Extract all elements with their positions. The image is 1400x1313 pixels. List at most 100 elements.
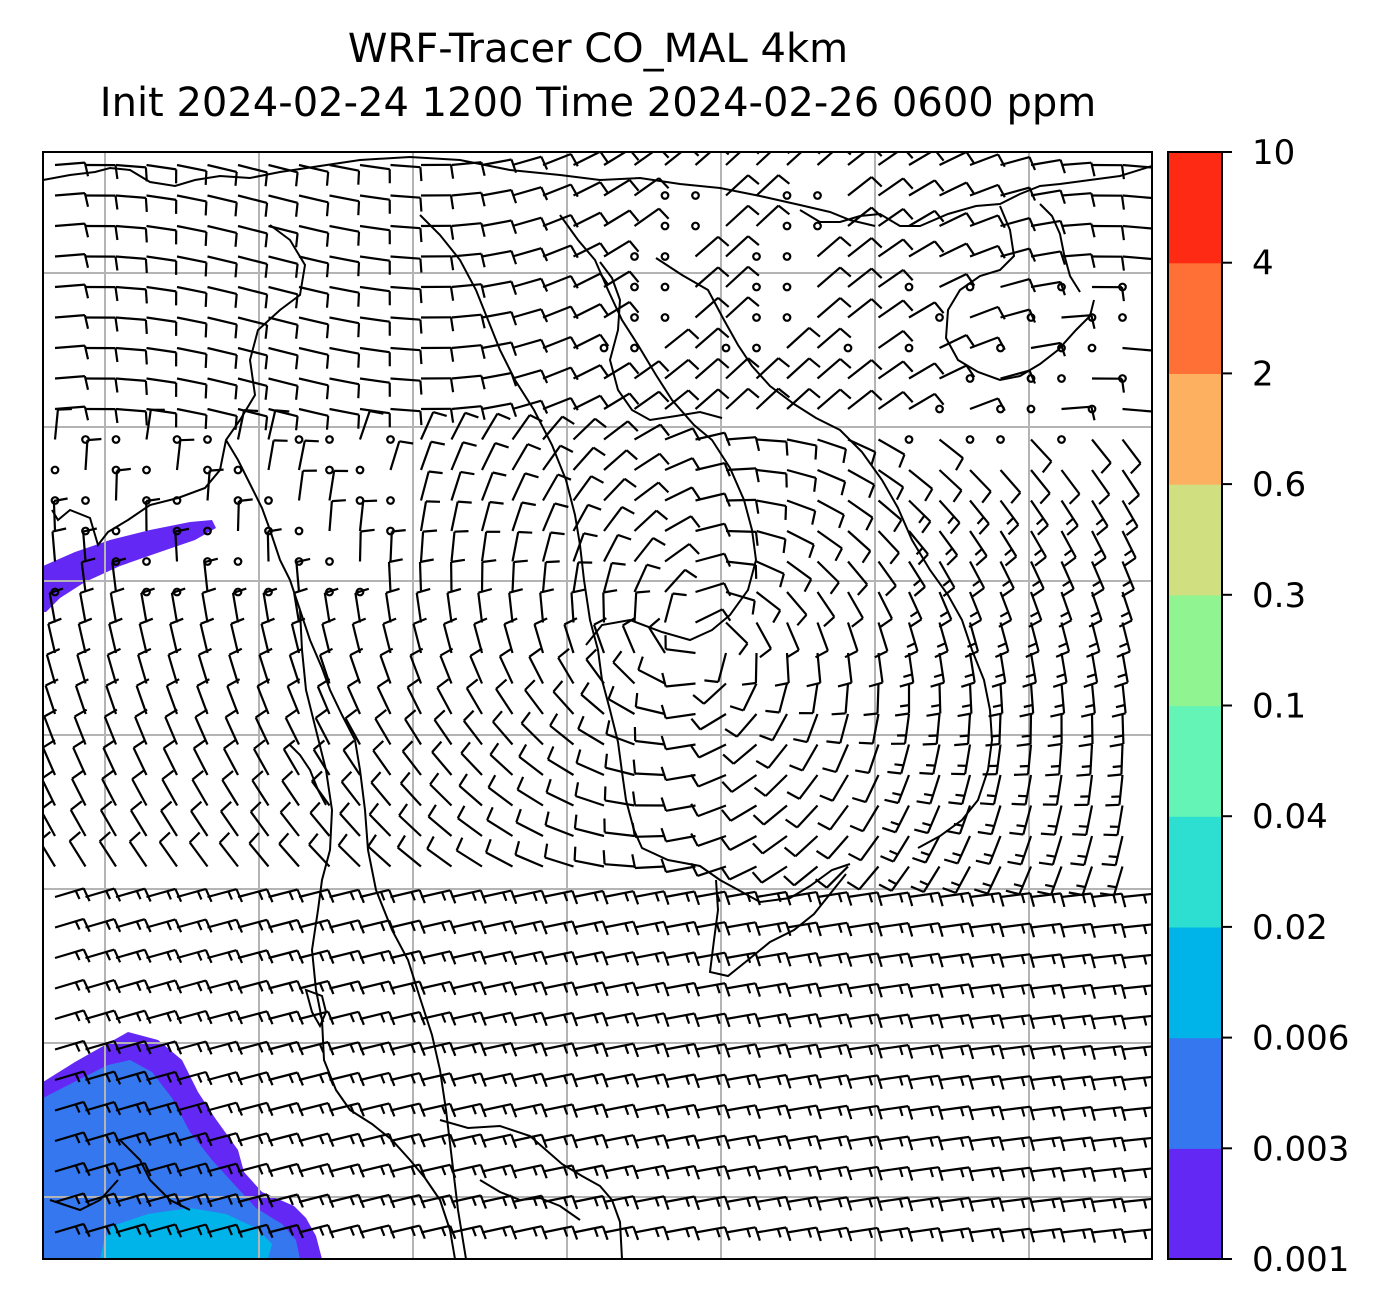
calm-wind-circle (782, 221, 792, 231)
calm-wind-circle (752, 313, 761, 322)
wind-barb (908, 1074, 944, 1090)
wind-barb (512, 338, 549, 353)
wind-barb (328, 499, 346, 532)
wind-barb (54, 1009, 91, 1024)
wind-barb (1070, 835, 1094, 867)
calm-wind-circle (203, 435, 212, 444)
wind-barb (115, 1131, 152, 1146)
wind-barb (298, 163, 330, 186)
wind-barb (108, 617, 123, 654)
wind-barb (633, 590, 651, 623)
calm-wind-circle (142, 465, 151, 475)
wind-barb (1045, 744, 1063, 777)
calm-wind-circle (599, 343, 609, 353)
wind-barb (354, 587, 370, 623)
wind-barb (664, 920, 701, 936)
wind-barb (969, 1044, 1005, 1060)
wind-barb (755, 591, 782, 624)
calm-wind-circle (660, 252, 670, 261)
wind-barb (512, 308, 549, 323)
wind-barb (664, 389, 700, 410)
wind-barb (1000, 983, 1036, 999)
wind-barb (817, 1196, 853, 1211)
wind-barb (634, 1164, 670, 1180)
wind-barb (511, 443, 542, 471)
wind-barb (878, 1013, 914, 1029)
wind-barb (725, 921, 761, 936)
wind-barb (85, 1040, 122, 1055)
wind-barb (456, 805, 483, 837)
wind-barb (539, 588, 555, 623)
wind-barb (524, 679, 544, 715)
wind-barb (419, 440, 446, 471)
wind-barb (85, 407, 119, 424)
wind-barb (401, 740, 422, 776)
wind-barb (450, 441, 477, 471)
wind-barb (237, 316, 269, 339)
wind-barb (847, 1104, 883, 1120)
wind-barb (942, 865, 971, 894)
wind-barb (847, 1135, 883, 1151)
wind-barb (939, 1166, 975, 1182)
wind-barb (969, 1227, 1005, 1243)
wind-barb (415, 587, 431, 623)
wind-barb (695, 552, 732, 568)
wind-barb (573, 846, 605, 868)
wind-barb (1000, 1136, 1036, 1151)
wind-barb (85, 224, 119, 241)
wind-barb (288, 647, 303, 684)
wind-barb (690, 832, 727, 847)
wind-barb (753, 774, 788, 797)
wind-barb (939, 983, 975, 999)
wind-barb (486, 806, 514, 837)
wind-barb (847, 1196, 883, 1212)
wind-barb (439, 647, 454, 684)
wind-barb (945, 805, 972, 835)
wind-barb (607, 685, 636, 715)
wind-barb (54, 314, 90, 329)
wind-barb (572, 503, 602, 532)
wind-barb (131, 769, 148, 807)
wind-barb (79, 587, 94, 623)
wind-barb (248, 832, 270, 868)
wind-barb (85, 1009, 122, 1024)
wind-barb (939, 1196, 975, 1212)
wind-barb (115, 255, 148, 273)
wind-barb (43, 831, 56, 868)
wind-barb (1122, 1075, 1152, 1087)
wind-barb (512, 369, 549, 384)
wind-barb (145, 408, 165, 440)
wind-barb (387, 558, 403, 593)
wind-barb (85, 163, 119, 180)
wind-barb (908, 1013, 944, 1029)
wind-barb (54, 222, 90, 238)
wind-barb (359, 285, 391, 306)
wind-barb (390, 377, 423, 395)
wind-barb (969, 1136, 1005, 1151)
wind-barb (420, 316, 455, 332)
wind-barb (358, 410, 384, 440)
wind-barb (230, 617, 245, 654)
wind-barb (919, 744, 941, 775)
calm-wind-circle (1026, 374, 1036, 383)
wind-barb (406, 678, 422, 715)
wind-barb (1030, 469, 1051, 505)
wind-barb (690, 773, 727, 788)
wind-barb (498, 647, 514, 684)
wind-barb (855, 744, 880, 774)
wind-barb (54, 1039, 91, 1055)
wind-barb (634, 981, 670, 997)
wind-barb (399, 771, 422, 807)
wind-barb (939, 922, 975, 938)
wind-barb (994, 622, 1010, 659)
wind-barb (115, 1192, 152, 1207)
wind-barb (756, 1012, 792, 1028)
calm-wind-circle (813, 191, 822, 200)
wind-barb (878, 865, 910, 892)
map-title: WRF-Tracer CO_MAL 4km Init 2024-02-24 12… (0, 22, 1196, 130)
wind-barb (877, 268, 914, 288)
wind-barb (268, 346, 299, 370)
wind-barb (295, 557, 311, 593)
wind-barb (85, 346, 119, 363)
wind-barb (412, 617, 427, 654)
